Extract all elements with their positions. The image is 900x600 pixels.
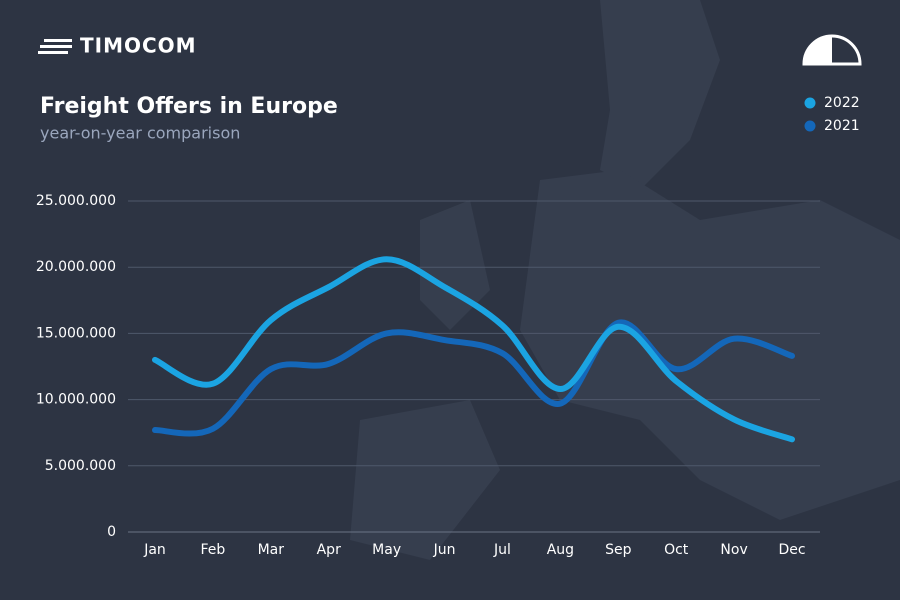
map-shape [420, 200, 490, 330]
x-tick-label: May [372, 542, 401, 558]
y-tick-label: 5.000.000 [45, 458, 116, 474]
legend-swatch [804, 97, 816, 109]
y-tick-label: 15.000.000 [36, 325, 116, 341]
series-line [152, 319, 795, 437]
x-tick-label: Oct [664, 542, 689, 558]
logo-bar [44, 39, 72, 42]
map-shape [520, 170, 900, 520]
x-tick-label: Apr [317, 542, 341, 558]
x-tick-label: Sep [605, 542, 632, 558]
logo-bar [40, 45, 72, 48]
y-tick-label: 10.000.000 [36, 392, 116, 408]
map-decoration [350, 0, 900, 560]
x-tick-label: Aug [547, 542, 574, 558]
x-tick-label: Nov [720, 542, 747, 558]
legend-label: 2022 [824, 95, 860, 111]
y-tick-label: 20.000.000 [36, 259, 116, 275]
chart-subtitle: year-on-year comparison [40, 124, 240, 143]
gauge-icon [802, 34, 862, 66]
series-line [152, 256, 795, 443]
logo-text: TIMOCOM [80, 34, 197, 58]
y-tick-label: 0 [107, 524, 116, 540]
logo-bar [38, 51, 68, 54]
x-tick-label: Mar [258, 542, 285, 558]
logo-icon [38, 39, 72, 54]
x-tick-label: Jan [143, 542, 166, 558]
map-shape [350, 400, 500, 560]
legend-swatch [804, 120, 816, 132]
x-tick-label: Dec [778, 542, 805, 558]
y-tick-label: 25.000.000 [36, 193, 116, 209]
map-shape [600, 0, 720, 190]
legend-label: 2021 [824, 118, 860, 134]
x-tick-label: Jul [493, 542, 511, 558]
chart-title: Freight Offers in Europe [40, 94, 338, 119]
gauge-fill [804, 36, 832, 64]
x-tick-label: Feb [201, 542, 226, 558]
x-tick-label: Jun [433, 542, 456, 558]
